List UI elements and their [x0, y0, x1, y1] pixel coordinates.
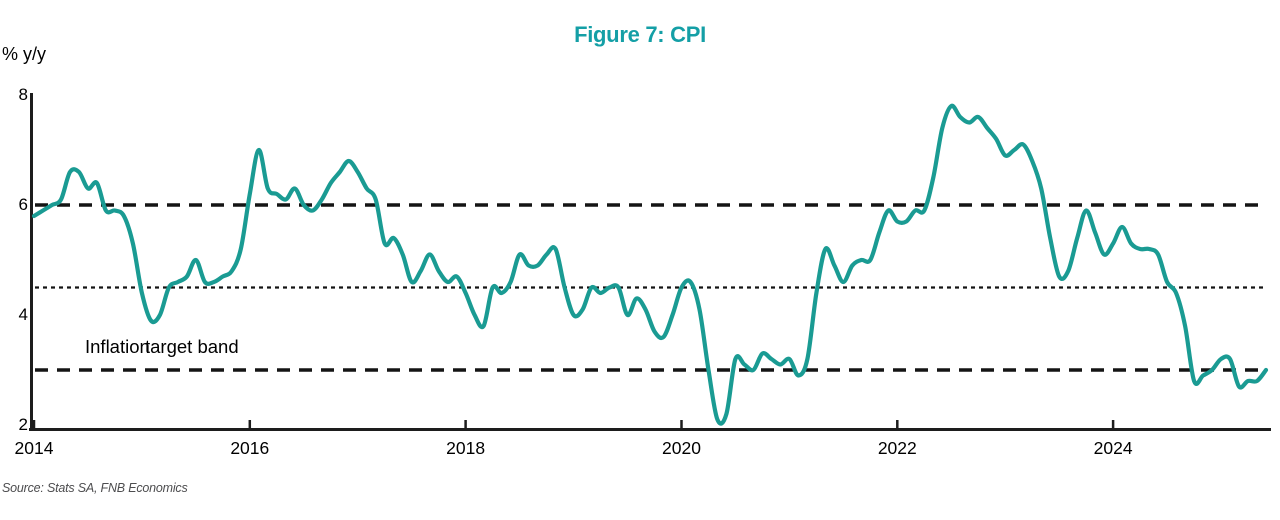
y-tick-label-2: 2	[18, 415, 28, 434]
x-tick-label-2022: 2022	[877, 438, 917, 458]
x-tick-label-2018: 2018	[446, 438, 486, 458]
y-tick-label-6: 6	[18, 195, 28, 214]
x-tick-label-2014: 2014	[14, 438, 54, 458]
y-axis-unit-label: % y/y	[2, 44, 47, 64]
x-tick-label-2020: 2020	[662, 438, 701, 458]
y-tick-label-4: 4	[18, 305, 28, 324]
x-tick-label-2016: 2016	[230, 438, 270, 458]
source-note: Source: Stats SA, FNB Economics	[2, 481, 188, 495]
x-tick-label-2024: 2024	[1093, 438, 1133, 458]
chart-title: Figure 7: CPI	[574, 22, 706, 47]
annotation-target-band: target band	[145, 336, 239, 357]
y-tick-label-8: 8	[18, 85, 28, 104]
cpi-line	[31, 103, 1269, 426]
annotation-inflation: Inflation	[85, 336, 150, 357]
